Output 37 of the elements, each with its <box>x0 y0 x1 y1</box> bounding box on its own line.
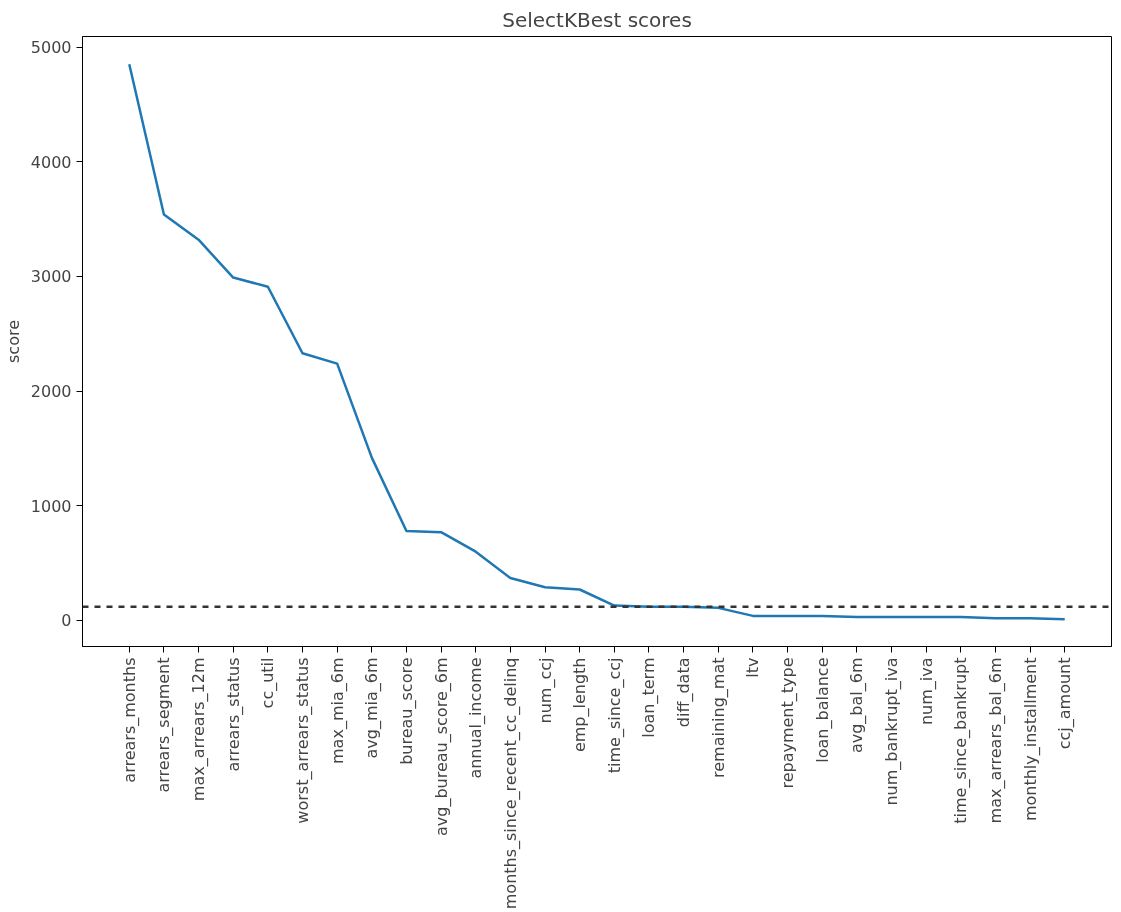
x-tick-label: repayment_type <box>778 657 799 789</box>
x-tick-label: annual_income <box>466 657 487 779</box>
x-tick-label: num_iva <box>916 657 937 726</box>
x-tick-label: max_arrears_bal_6m <box>985 657 1006 824</box>
x-tick-label: time_since_bankrupt <box>951 657 972 824</box>
x-tick-label: time_since_ccj <box>604 657 625 774</box>
x-tick-label: emp_length <box>570 657 591 753</box>
x-tick-label: loan_term <box>639 657 660 738</box>
x-tick-label: max_arrears_12m <box>189 657 210 802</box>
x-tick-label: avg_bal_6m <box>847 657 868 754</box>
y-tick-label: 4000 <box>30 152 72 172</box>
y-tick-label: 3000 <box>30 267 72 287</box>
x-tick-label: loan_balance <box>812 657 833 763</box>
x-tick-label: arrears_status <box>223 657 244 772</box>
y-tick-label: 5000 <box>30 38 72 58</box>
x-tick-label: cc_util <box>258 657 279 709</box>
y-tick-label: 0 <box>61 611 72 631</box>
x-tick-label: monthly_installment <box>1020 657 1041 822</box>
x-tick-label: num_bankrupt_iva <box>881 657 902 806</box>
x-tick-label: diff_data <box>674 657 695 728</box>
y-tick-label: 1000 <box>30 496 72 516</box>
x-tick-label: ltv <box>743 657 763 678</box>
x-tick-label: num_ccj <box>535 657 556 724</box>
x-tick-label: max_mia_6m <box>327 657 348 764</box>
x-tick-label: avg_bureau_score_6m <box>431 657 452 836</box>
x-tick-label: avg_mia_6m <box>362 657 383 759</box>
y-axis-title: score <box>3 320 23 363</box>
x-tick-label: remaining_mat <box>708 657 729 778</box>
chart-title: SelectKBest scores <box>502 7 692 32</box>
line-series <box>128 63 1066 621</box>
x-tick-label: arrears_months <box>119 657 140 783</box>
x-tick-label: ccj_amount <box>1055 657 1076 750</box>
x-tick-label: bureau_score <box>396 657 417 765</box>
x-tick-label: arrears_segment <box>154 657 175 793</box>
x-tick-label: months_since_recent_cc_delinq <box>500 657 521 910</box>
y-tick-label: 2000 <box>30 382 72 402</box>
x-tick-label: worst_arrears_status <box>293 657 314 824</box>
